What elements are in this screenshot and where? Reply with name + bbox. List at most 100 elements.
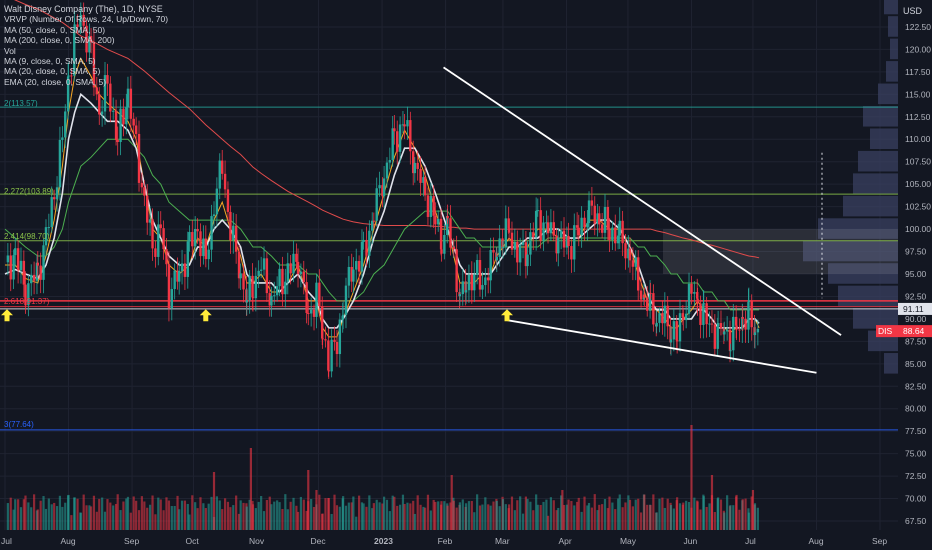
volume-bar [437,501,440,530]
volume-bar [663,507,666,530]
volume-bar [756,507,759,530]
volume-bar [368,495,371,530]
volume-bar [546,515,550,530]
candle-body [265,258,269,294]
volume-bar [705,506,708,530]
trendlines[interactable] [443,66,842,374]
candle-body [251,275,254,298]
volume-bar [524,496,528,530]
volume-bar [726,495,729,530]
candle-body [355,261,358,270]
volume-bar [162,510,165,530]
candle-body [360,241,364,272]
candle-body [307,312,310,314]
price-tick-label: 87.50 [905,336,927,346]
volume-bar [310,499,313,530]
candle-body [658,313,661,323]
candle-body [210,216,213,250]
candle-body [723,331,726,335]
candle-body [624,243,627,259]
candle-body [129,88,133,119]
candle-body [229,211,232,241]
volume-bar [661,497,664,530]
volume-bar [606,508,609,530]
volume-bar [643,494,646,530]
candle-body [295,253,298,262]
volume-bar [39,500,42,530]
candle-body [82,14,85,26]
volume-profile-row [884,0,898,15]
volume-bar [510,496,514,530]
volume-bar [194,502,197,530]
candle-body [180,263,184,271]
candle-body [432,196,435,216]
time-tick-label: Jul [745,536,756,546]
candle-body [646,297,649,311]
volume-bar [140,496,143,530]
volume-bar [237,513,241,530]
candle-body [347,266,351,286]
volume-bar [70,515,73,530]
volume-bar [61,506,64,530]
volume-spike [710,475,714,530]
volume-bar [449,502,452,530]
volume-bar [452,500,455,530]
candle-body [524,242,528,267]
volume-bar [413,513,416,530]
candle-body [446,215,449,235]
volume-bar [146,507,149,530]
candle-body [663,305,667,324]
volume-bar [573,505,576,530]
volume-bar [30,507,33,530]
volume-bar [519,496,522,530]
time-axis[interactable]: Jul Aug Sep Oct Nov Dec 2023 Feb Mar Apr May Jun Jul… [0,530,932,550]
price-tick-label: 105.00 [905,179,931,189]
candle-body [257,270,260,276]
volume-bar [455,507,458,530]
volume-profile-row [838,285,898,307]
candle-body [501,238,504,249]
volume-bar [199,497,202,530]
candle-body [580,217,583,236]
candle-body [196,229,199,232]
volume-bar [262,511,266,530]
volume-bar [132,496,135,530]
candle-body [321,338,324,340]
candle-body [434,215,437,225]
volume-bar [265,499,268,530]
candle-body [44,227,48,246]
volume-bar [218,500,221,530]
candle-body [111,110,115,112]
price-axis[interactable]: 67.50 70.00 72.50 75.00 77.50 80.00 82.50 85.00… [898,0,932,550]
candle-body [61,137,64,140]
volume-bar [106,499,109,530]
candle-body [735,325,738,330]
candle-body [234,225,238,252]
volume-bar [125,498,128,530]
volume-bar [478,505,482,530]
support-arrows [1,309,513,322]
volume-bar [507,504,511,530]
volume-bar [590,507,593,530]
candle-body [100,111,104,115]
volume-bar [9,497,12,530]
volume-bar [498,506,501,530]
volume-spike [307,470,310,530]
candle-body [270,295,273,306]
candle-body [529,232,532,255]
candle-body [391,128,394,161]
candle-body [321,306,324,339]
volume-bar [560,495,563,530]
volume-bar [372,503,375,530]
price-tick-label: 102.50 [905,202,931,212]
candle-body [621,220,624,244]
volume-bar [210,496,213,530]
volume-bar [470,501,473,530]
candle-body [338,319,342,355]
candle-body [473,274,476,291]
candle-body [137,133,141,183]
candle-body [532,232,535,238]
volume-profile-row [878,83,898,105]
volume-bar [458,502,462,530]
